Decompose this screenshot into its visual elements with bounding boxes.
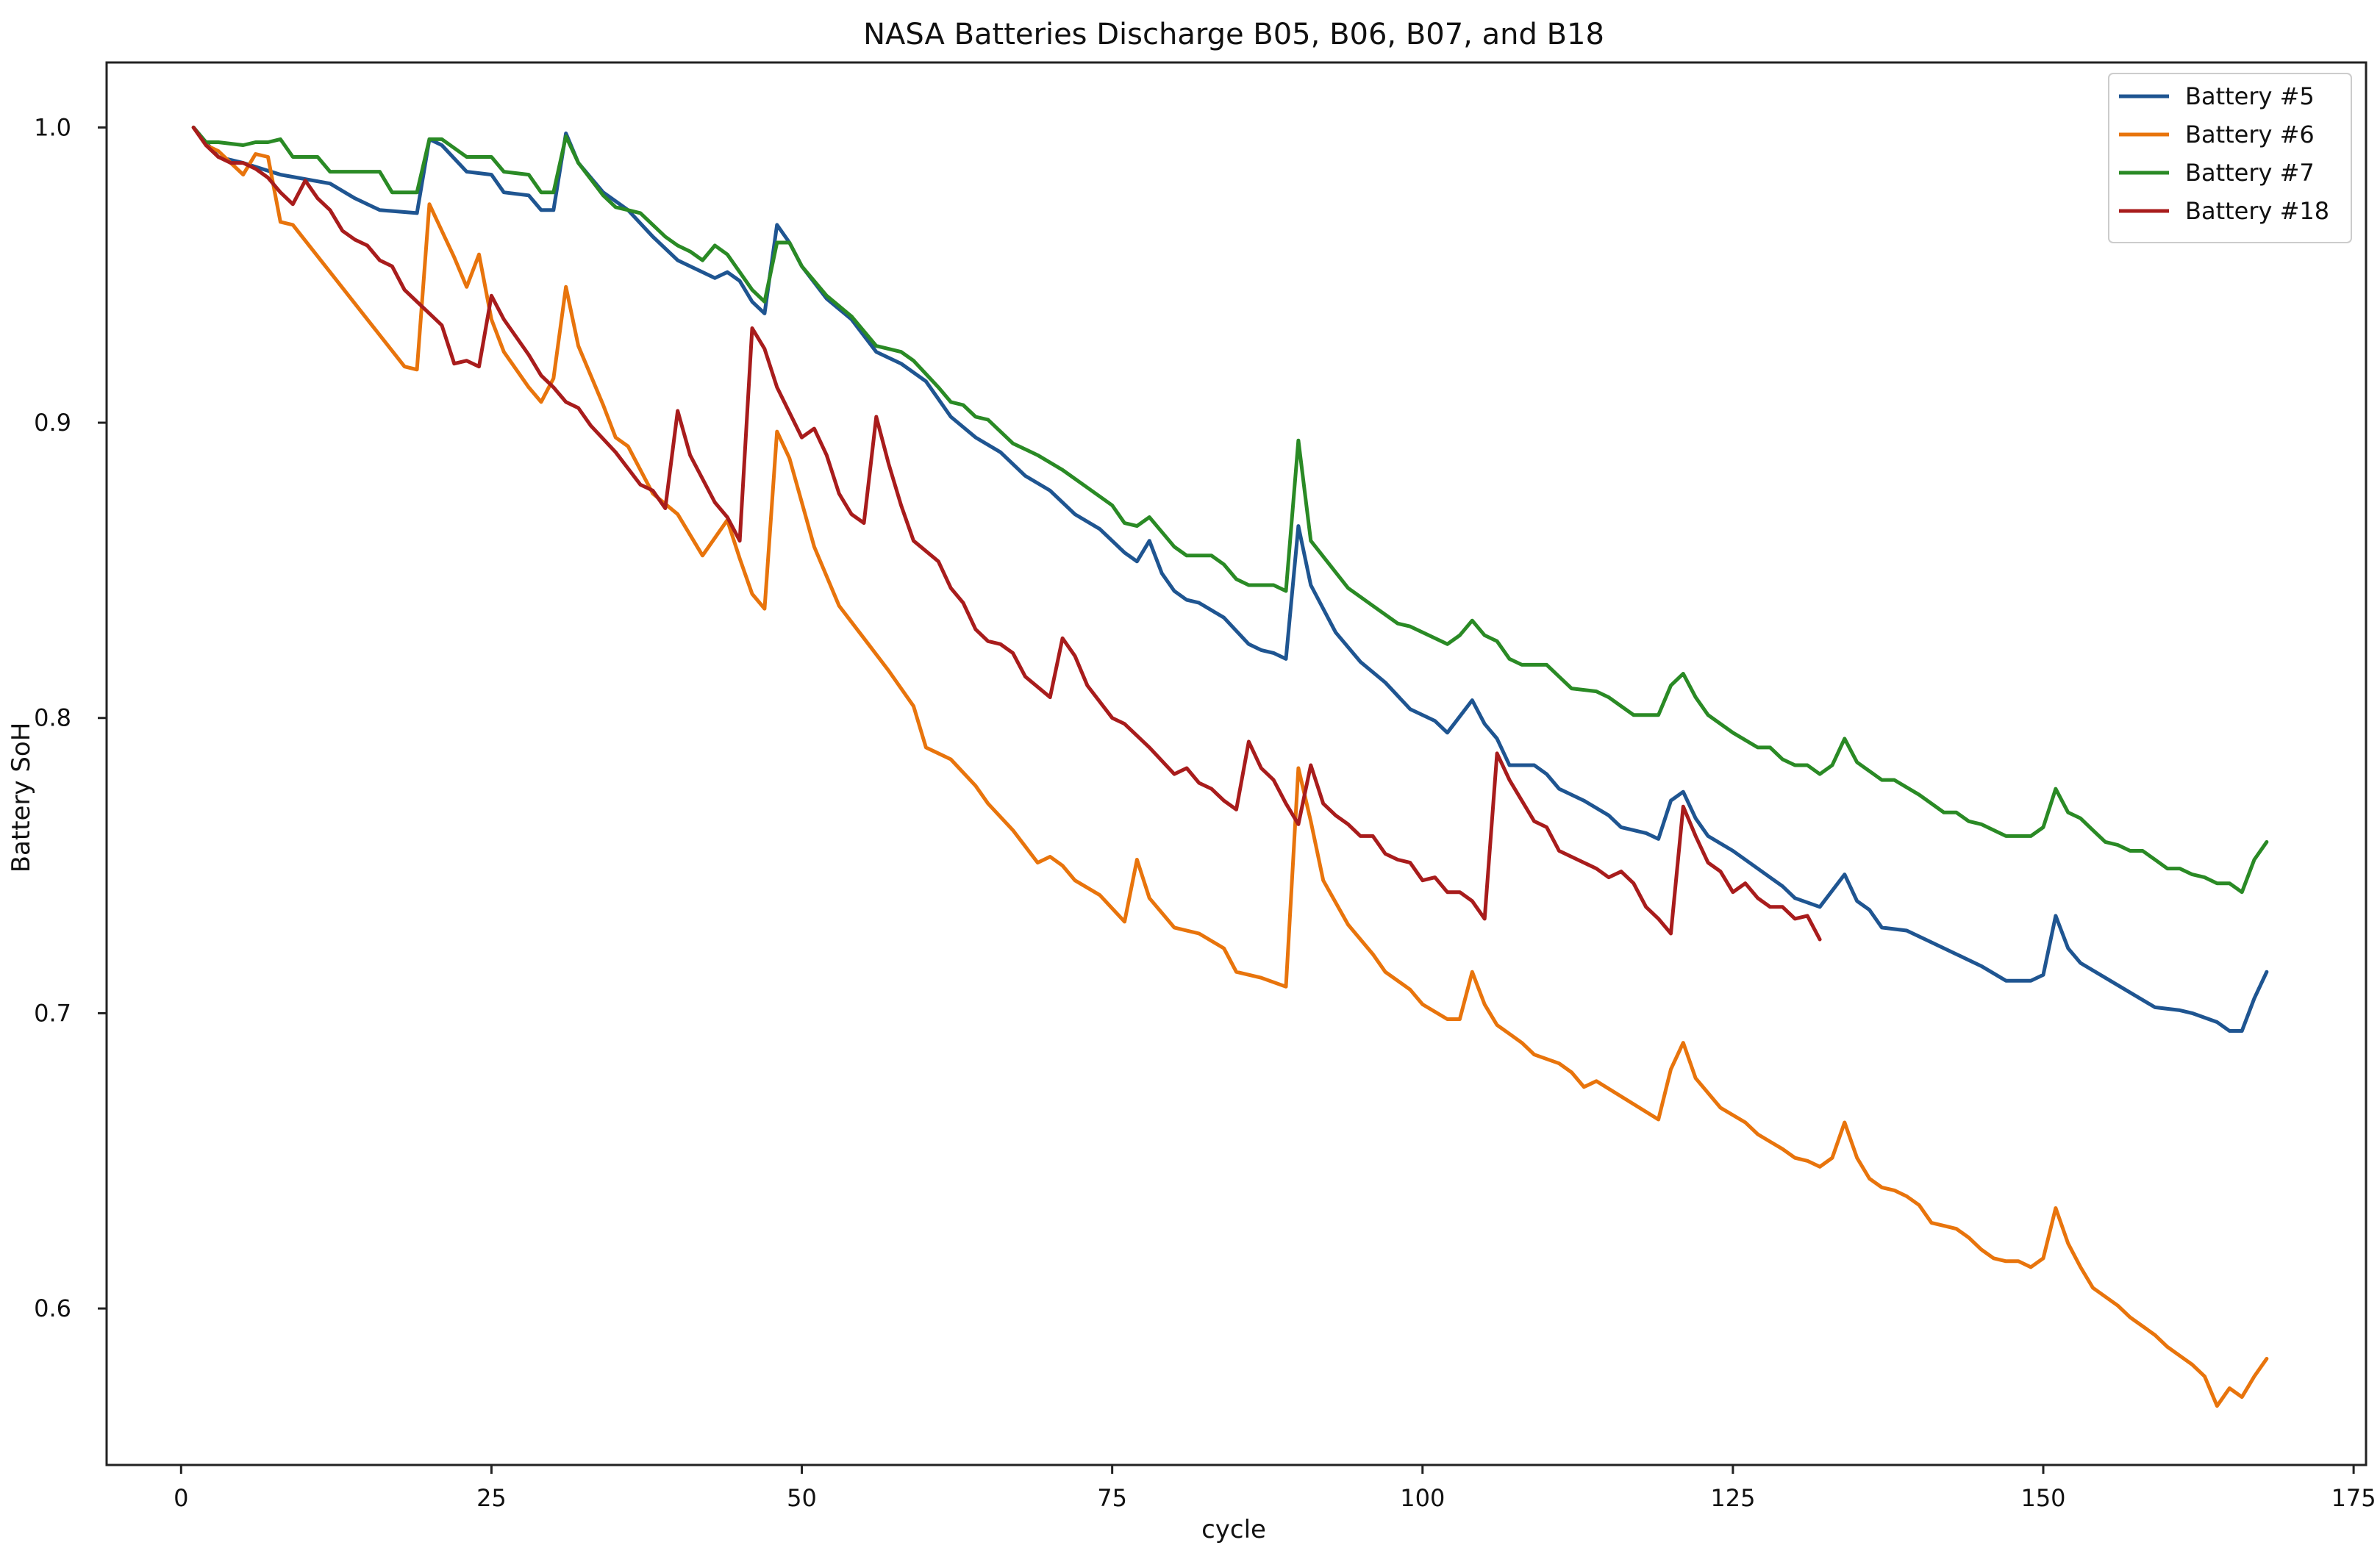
x-tick-label: 50 xyxy=(787,1484,817,1512)
legend-label: Battery #18 xyxy=(2185,197,2329,225)
legend-label: Battery #7 xyxy=(2185,159,2315,187)
series-line-battery-7 xyxy=(191,125,2269,895)
plot-frame xyxy=(105,61,2368,1466)
y-axis-title: Battery SoH xyxy=(7,723,36,873)
y-tick-label: 0.7 xyxy=(34,999,71,1027)
legend: Battery #5 Battery #6 Battery #7 Battery #1… xyxy=(2108,73,2352,243)
series-line-battery-18 xyxy=(191,125,1822,942)
y-tick-label: 0.6 xyxy=(34,1294,71,1322)
axes: 0 25 50 75 100 125 150 175 0.6 0.7 0.8 0.9 1.0 xyxy=(34,61,2376,1512)
x-tick-label: 125 xyxy=(1710,1484,1755,1512)
x-tick-label: 150 xyxy=(2020,1484,2065,1512)
x-tick-label: 75 xyxy=(1097,1484,1127,1512)
x-tick-label: 100 xyxy=(1400,1484,1445,1512)
series-line-battery-6 xyxy=(191,125,2269,1408)
x-axis-title: cycle xyxy=(1201,1515,1266,1544)
x-tick-label: 25 xyxy=(476,1484,507,1512)
legend-box xyxy=(2108,73,2352,243)
y-tick-label: 0.8 xyxy=(34,704,71,732)
legend-label: Battery #5 xyxy=(2185,82,2315,110)
y-tick-label: 0.9 xyxy=(34,409,71,437)
legend-label: Battery #6 xyxy=(2185,121,2315,148)
x-tick-label: 175 xyxy=(2331,1484,2376,1512)
chart-title: NASA Batteries Discharge B05, B06, B07, … xyxy=(863,18,1604,51)
plot-area xyxy=(191,125,2269,1408)
x-tick-label: 0 xyxy=(174,1484,188,1512)
y-tick-label: 1.0 xyxy=(34,113,71,141)
